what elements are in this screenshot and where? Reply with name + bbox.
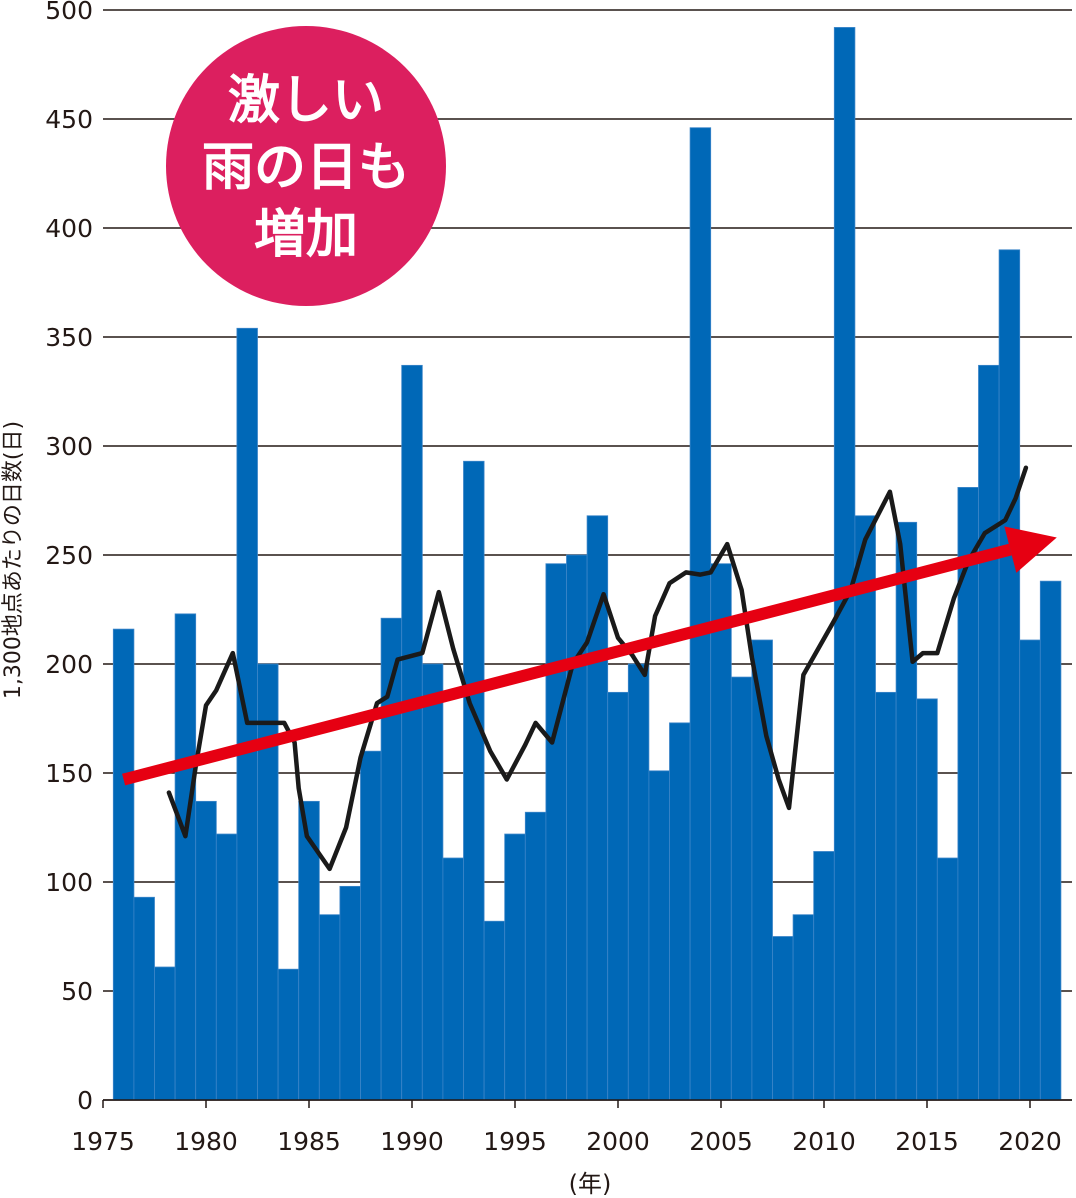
bar-2016: [936, 857, 959, 1101]
x-tick-label-1975: 1975: [71, 1127, 135, 1156]
bar-1988: [360, 750, 382, 1101]
bar-2004: [689, 127, 712, 1101]
bar-2012: [854, 515, 876, 1101]
callout-line-2: 雨の日も: [202, 138, 410, 198]
bar-1997: [545, 563, 567, 1101]
trend-arrow: [122, 526, 1057, 786]
bar-series: [112, 27, 1062, 1101]
callout-line-1: 激しい: [228, 71, 384, 131]
bar-1977: [133, 896, 155, 1101]
moving-average-line: [166, 465, 1029, 872]
y-tick-label-350: 350: [45, 323, 93, 352]
bar-1983: [257, 663, 279, 1101]
x-tick-label-2020: 2020: [998, 1127, 1062, 1156]
bar-2009: [792, 914, 815, 1101]
x-tick-label-1985: 1985: [277, 1127, 341, 1156]
callout-line-3: 増加: [254, 205, 358, 265]
y-tick-label-450: 450: [45, 105, 93, 134]
bar-2010: [813, 851, 835, 1101]
moving-average-series: [166, 465, 1029, 872]
y-tick-label-300: 300: [45, 432, 93, 461]
bar-1998: [566, 554, 588, 1101]
y-tick-label-400: 400: [45, 214, 93, 243]
y-tick-label-500: 500: [45, 0, 93, 25]
bar-1995: [504, 833, 526, 1101]
x-tick-label-2005: 2005: [689, 1127, 753, 1156]
bar-2006: [730, 676, 753, 1101]
trend-arrow-head: [1004, 526, 1057, 573]
bar-2002: [648, 770, 670, 1101]
y-tick-label-250: 250: [45, 541, 93, 570]
x-axis-tick-labels: 1975 1980 1985 1990 1995 2000 2005 2010 2015 2020: [71, 1100, 1062, 1156]
bar-2015: [916, 698, 938, 1101]
bar-2003: [669, 722, 691, 1101]
callout-badge: 激しい 雨の日も 増加: [166, 26, 446, 306]
y-tick-label-100: 100: [45, 868, 93, 897]
x-tick-label-2010: 2010: [792, 1127, 856, 1156]
x-tick-label-2015: 2015: [895, 1127, 959, 1156]
bar-1992: [442, 857, 464, 1101]
bar-1978: [154, 966, 176, 1101]
bar-1996: [524, 811, 547, 1101]
x-tick-label-2000: 2000: [586, 1127, 650, 1156]
bar-2018: [978, 364, 1000, 1101]
top-gridline: [103, 9, 1072, 1101]
bar-1981: [215, 833, 238, 1101]
y-tick-label-150: 150: [45, 759, 93, 788]
bar-1979: [174, 613, 197, 1101]
y-axis-title: 1,300地点あたりの日数(日): [1, 421, 26, 699]
y-axis-tick-labels: 0 50 100 150 200 250 300 350 400 450 500: [45, 0, 93, 1115]
y-tick-label-200: 200: [45, 650, 93, 679]
bar-2005: [710, 563, 732, 1101]
bar-1990: [401, 364, 423, 1101]
bar-2001: [627, 663, 650, 1101]
x-tick-label-1980: 1980: [174, 1127, 238, 1156]
bar-1987: [339, 885, 361, 1101]
bar-2000: [607, 691, 629, 1101]
y-tick-label-50: 50: [61, 977, 93, 1006]
bar-1980: [195, 800, 217, 1101]
bar-1976: [112, 628, 135, 1101]
bar-1991: [421, 663, 444, 1101]
bar-1993: [463, 460, 485, 1101]
callout-circle: [166, 26, 446, 306]
bar-1994: [483, 920, 506, 1101]
trend-arrow-shaft: [122, 543, 1012, 786]
bar-2019: [998, 249, 1021, 1101]
y-tick-label-0: 0: [77, 1086, 93, 1115]
bar-2013: [875, 691, 897, 1101]
x-tick-label-1990: 1990: [380, 1127, 444, 1156]
x-axis-title: (年): [569, 1170, 612, 1198]
bar-1984: [277, 968, 300, 1101]
bar-2011: [833, 27, 856, 1101]
x-tick-label-1995: 1995: [483, 1127, 547, 1156]
bar-2020: [1019, 639, 1041, 1101]
bar-2021: [1039, 580, 1062, 1101]
bar-2008: [772, 936, 794, 1101]
bar-1989: [380, 617, 403, 1101]
bar-1986: [318, 914, 341, 1101]
